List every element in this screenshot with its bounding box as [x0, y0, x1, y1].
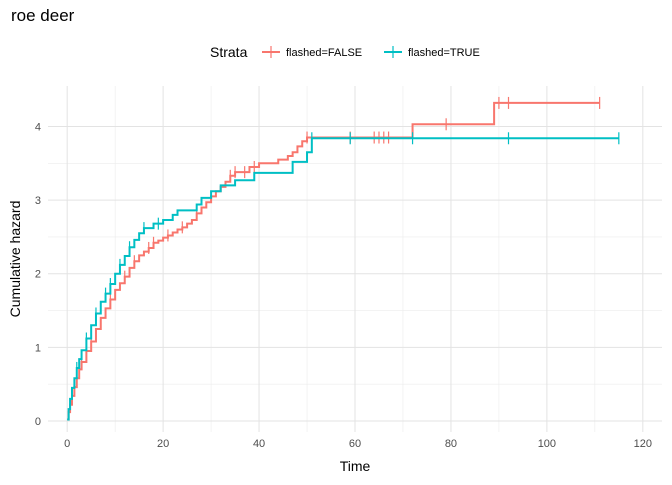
y-tick-label: 0	[35, 416, 41, 428]
x-tick-label: 80	[445, 438, 457, 450]
x-tick-label: 20	[157, 438, 169, 450]
chart-title: roe deer	[11, 6, 75, 25]
legend-label: flashed=TRUE	[408, 47, 480, 59]
legend-title: Strata	[210, 44, 248, 60]
legend-label: flashed=FALSE	[286, 47, 362, 59]
y-tick-label: 3	[35, 195, 41, 207]
series-line-flashed-false	[67, 101, 600, 421]
y-tick-label: 1	[35, 342, 41, 354]
x-tick-label: 120	[634, 438, 652, 450]
y-tick-label: 2	[35, 269, 41, 281]
y-axis-label: Cumulative hazard	[7, 201, 23, 318]
x-tick-label: 40	[253, 438, 265, 450]
y-tick-label: 4	[35, 121, 41, 133]
series-line-flashed-true	[67, 137, 619, 421]
x-tick-label: 60	[349, 438, 361, 450]
x-axis-label: Time	[340, 458, 371, 474]
x-tick-label: 0	[64, 438, 70, 450]
x-tick-label: 100	[538, 438, 556, 450]
